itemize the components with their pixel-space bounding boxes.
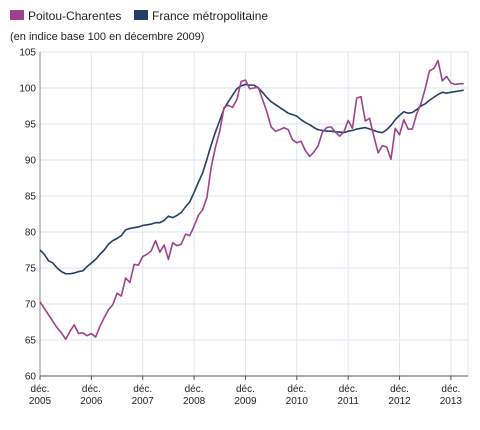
y-tick-label: 75: [25, 264, 37, 275]
x-tick-label-year: 2009: [234, 396, 257, 407]
x-tick-label-year: 2012: [388, 396, 411, 407]
y-tick-label: 85: [25, 192, 37, 203]
y-tick-label: 80: [25, 228, 37, 239]
legend-swatch-france-metropolitaine: [134, 10, 148, 20]
x-tick-label-month: déc.: [133, 384, 152, 395]
x-tick-label-year: 2010: [286, 396, 309, 407]
legend: Poitou-Charentes France métropolitaine: [10, 9, 268, 23]
series-line-poitou-charentes: [39, 59, 464, 341]
y-tick-label: 95: [25, 120, 37, 131]
legend-label-france-metropolitaine: France métropolitaine: [152, 9, 268, 23]
x-tick-label-month: déc.: [236, 384, 255, 395]
y-tick-label: 100: [19, 84, 36, 95]
y-axis-ticks: 60 65 70 75 80 85 90 95 100 105: [19, 48, 36, 383]
legend-label-poitou-charentes: Poitou-Charentes: [28, 9, 121, 23]
x-tick-label-month: déc.: [339, 384, 358, 395]
series-group: [39, 59, 464, 341]
x-tick-label-year: 2013: [440, 396, 463, 407]
x-tick-label-year: 2008: [183, 396, 206, 407]
y-tick-label: 105: [19, 48, 36, 59]
x-tick-label-year: 2007: [132, 396, 155, 407]
x-tick-label-year: 2005: [29, 396, 52, 407]
x-tick-label-month: déc.: [390, 384, 409, 395]
grid: [39, 51, 469, 377]
x-tick-label-month: déc.: [31, 384, 50, 395]
x-tick-label-month: déc.: [287, 384, 306, 395]
axes: [39, 52, 468, 380]
y-tick-label: 70: [25, 300, 37, 311]
x-tick-label-month: déc.: [82, 384, 101, 395]
x-tick-label-year: 2006: [80, 396, 103, 407]
y-tick-label: 65: [25, 336, 37, 347]
x-axis-ticks: déc.2005déc.2006déc.2007déc.2008déc.2009…: [29, 384, 463, 407]
series-line-france-m-tropolitaine: [39, 83, 464, 275]
y-tick-label: 90: [25, 156, 37, 167]
chart-subtitle: (en indice base 100 en décembre 2009): [10, 31, 204, 43]
x-tick-label-month: déc.: [441, 384, 460, 395]
x-tick-label-year: 2011: [337, 396, 359, 407]
x-tick-label-month: déc.: [185, 384, 204, 395]
legend-swatch-poitou-charentes: [10, 10, 24, 20]
y-tick-label: 60: [25, 372, 37, 383]
